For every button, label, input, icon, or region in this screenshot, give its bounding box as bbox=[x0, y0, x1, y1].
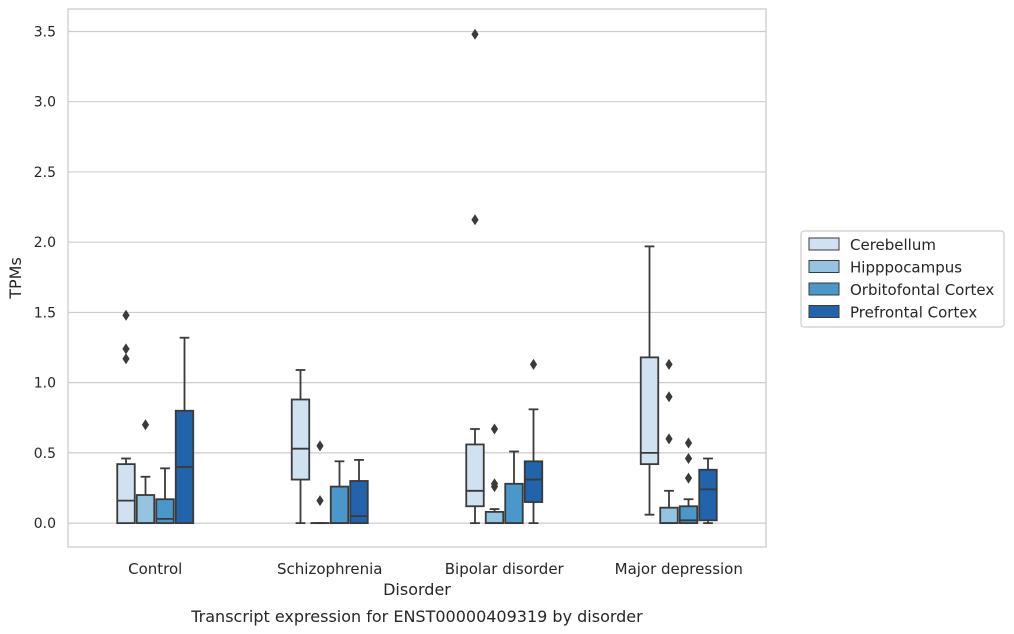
outlier-point bbox=[471, 28, 479, 40]
x-tick-label: Schizophrenia bbox=[277, 560, 382, 578]
box-iqr bbox=[698, 468, 718, 522]
box-iqr bbox=[135, 494, 156, 525]
box-iqr bbox=[504, 482, 524, 525]
outlier-point bbox=[665, 391, 673, 403]
x-tick-labels: Control Schizophrenia Bipolar disorder Majo… bbox=[128, 560, 743, 578]
box-iqr bbox=[116, 463, 136, 525]
box-iqr bbox=[349, 480, 369, 525]
legend-label: Hipppocampus bbox=[850, 259, 962, 277]
box-cerebellum bbox=[116, 309, 136, 525]
y-tick-labels: 0.0 0.5 1.0 1.5 2.0 2.5 3.0 3.5 bbox=[34, 24, 56, 532]
box-cerebellum bbox=[639, 245, 660, 516]
box-hipppocampus bbox=[484, 423, 505, 525]
outlier-point bbox=[684, 472, 693, 484]
outlier-point bbox=[684, 437, 693, 449]
box-iqr bbox=[484, 510, 505, 525]
box-orbitofontal-cortex bbox=[329, 460, 350, 525]
box-iqr bbox=[639, 356, 660, 466]
outlier-point bbox=[471, 214, 479, 226]
y-tick-label: 2.5 bbox=[34, 165, 56, 181]
box-iqr bbox=[465, 443, 485, 508]
legend-swatch bbox=[808, 305, 840, 318]
box-hipppocampus bbox=[659, 358, 679, 525]
box-prefrontal-cortex bbox=[349, 459, 369, 525]
box-orbitofontal-cortex bbox=[678, 437, 699, 525]
outlier-point bbox=[490, 423, 499, 435]
outlier-point bbox=[122, 309, 130, 321]
outlier-point bbox=[665, 358, 673, 370]
y-tick-label: 2.0 bbox=[34, 235, 56, 251]
box-hipppocampus bbox=[135, 419, 156, 525]
x-tick-label: Major depression bbox=[615, 560, 743, 578]
grid-layer bbox=[67, 8, 767, 548]
legend-label: Cerebellum bbox=[850, 236, 936, 254]
outlier-point bbox=[529, 358, 538, 370]
box-iqr bbox=[329, 485, 350, 525]
outlier-point bbox=[684, 453, 693, 465]
legend-label: Prefrontal Cortex bbox=[850, 304, 977, 322]
outlier-point bbox=[122, 353, 130, 365]
box-iqr bbox=[659, 506, 679, 525]
x-tick-label: Bipolar disorder bbox=[445, 560, 565, 578]
box-prefrontal-cortex bbox=[698, 457, 718, 525]
legend-swatch bbox=[808, 237, 840, 251]
legend-swatch bbox=[808, 260, 840, 273]
box-iqr bbox=[523, 460, 544, 503]
outlier-point bbox=[122, 343, 130, 355]
box-iqr bbox=[678, 505, 699, 525]
y-axis-label: TPMs bbox=[6, 257, 25, 300]
y-tick-label: 3.5 bbox=[34, 24, 56, 40]
outlier-point bbox=[316, 495, 324, 507]
box-prefrontal-cortex bbox=[523, 358, 544, 525]
box-orbitofontal-cortex bbox=[504, 450, 524, 525]
x-axis-label: Disorder bbox=[383, 580, 451, 599]
outlier-point bbox=[490, 478, 499, 490]
legend: Cerebellum Hipppocampus Orbitofontal Corte… bbox=[800, 230, 1005, 328]
outlier-point bbox=[141, 419, 150, 431]
box-iqr bbox=[290, 398, 311, 481]
box-prefrontal-cortex bbox=[174, 336, 195, 525]
outlier-point bbox=[316, 440, 324, 452]
box-hipppocampus bbox=[310, 440, 330, 525]
box-iqr bbox=[155, 498, 175, 525]
y-tick-label: 1.0 bbox=[34, 376, 56, 392]
box-orbitofontal-cortex bbox=[155, 467, 175, 525]
y-tick-label: 1.5 bbox=[34, 305, 56, 321]
boxes-layer bbox=[116, 28, 718, 525]
x-tick-label: Control bbox=[128, 560, 182, 578]
y-tick-label: 0.5 bbox=[34, 446, 56, 462]
legend-frame bbox=[800, 230, 1005, 328]
legend-label: Orbitofontal Cortex bbox=[850, 281, 994, 299]
plot-frame bbox=[67, 8, 767, 548]
box-cerebellum bbox=[290, 369, 311, 525]
y-tick-label: 3.0 bbox=[34, 95, 56, 111]
y-tick-label: 0.0 bbox=[34, 516, 56, 532]
outlier-point bbox=[665, 433, 673, 445]
box-cerebellum bbox=[465, 28, 485, 525]
chart-caption: Transcript expression for ENST0000040931… bbox=[190, 607, 643, 626]
legend-swatch bbox=[808, 282, 840, 296]
